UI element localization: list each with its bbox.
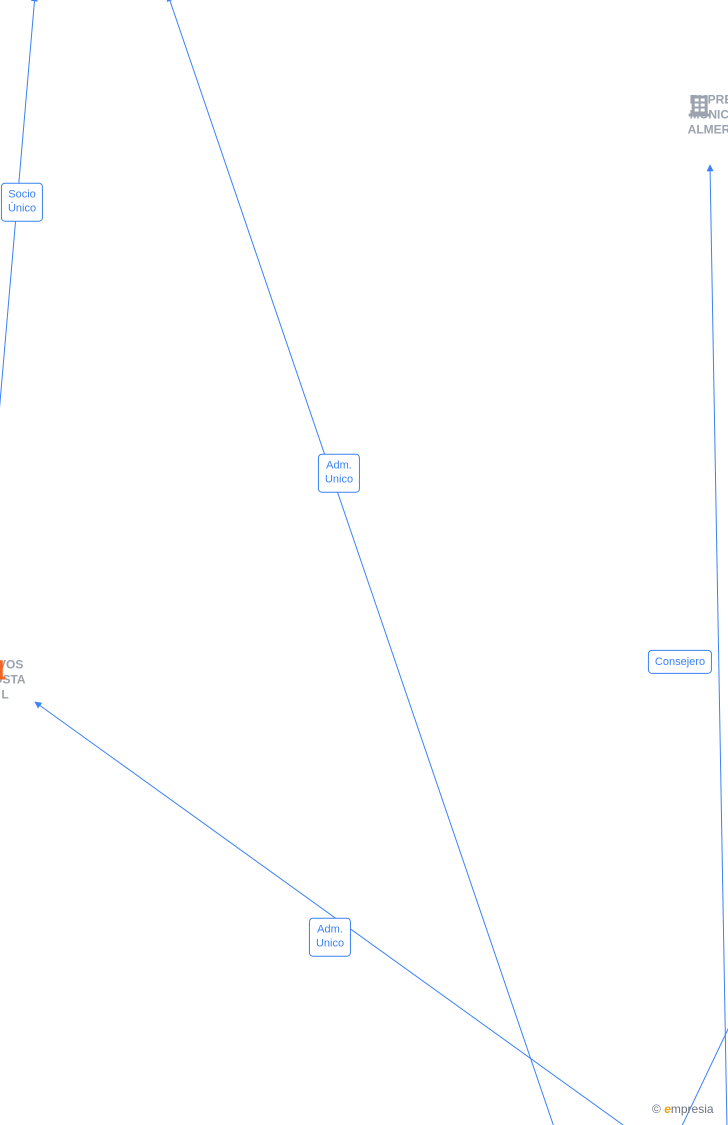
edge-label-socio: Socio Único [1,183,43,222]
copyright-symbol: © [652,1102,661,1116]
brand-rest: mpresia [671,1102,714,1116]
edge-socio [0,0,35,635]
brand-e: e [664,1102,671,1116]
node-costa[interactable]: SIVOS COSTA L [0,658,26,703]
node-empresa[interactable]: EMPRES MUNICIP ALMERIA [688,93,728,138]
edge-adm2 [35,702,630,1125]
edge-label-consejero: Consejero [648,650,712,674]
edge-consejero [710,165,727,1125]
edge-label-adm2: Adm. Unico [309,918,351,957]
copyright: © empresia [652,1102,714,1116]
edges-layer [0,0,728,1125]
edge-label-adm1: Adm. Unico [318,454,360,493]
edge-adm1 [168,0,555,1125]
